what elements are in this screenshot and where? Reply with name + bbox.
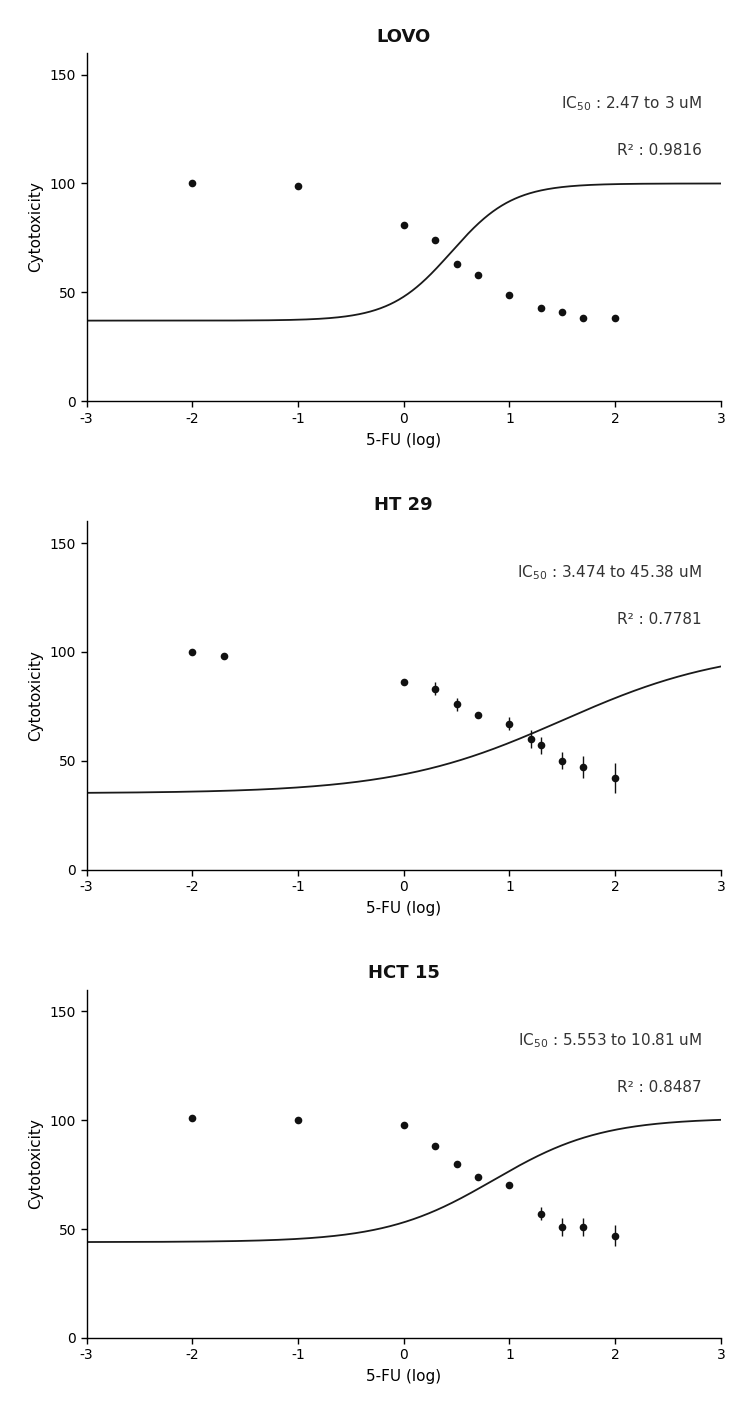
Text: IC$_{50}$ : 2.47 to 3 uM: IC$_{50}$ : 2.47 to 3 uM — [561, 95, 702, 113]
X-axis label: 5-FU (log): 5-FU (log) — [366, 432, 441, 448]
Title: HCT 15: HCT 15 — [367, 964, 440, 983]
Title: LOVO: LOVO — [376, 28, 431, 45]
X-axis label: 5-FU (log): 5-FU (log) — [366, 1370, 441, 1384]
Text: R² : 0.9816: R² : 0.9816 — [617, 144, 702, 158]
Text: IC$_{50}$ : 3.474 to 45.38 uM: IC$_{50}$ : 3.474 to 45.38 uM — [517, 563, 702, 582]
Text: IC$_{50}$ : 5.553 to 10.81 uM: IC$_{50}$ : 5.553 to 10.81 uM — [517, 1031, 702, 1051]
Text: R² : 0.7781: R² : 0.7781 — [617, 611, 702, 627]
Title: HT 29: HT 29 — [374, 496, 433, 514]
Y-axis label: Cytotoxicity: Cytotoxicity — [28, 182, 43, 273]
Y-axis label: Cytotoxicity: Cytotoxicity — [28, 650, 43, 741]
Y-axis label: Cytotoxicity: Cytotoxicity — [28, 1118, 43, 1209]
Text: R² : 0.8487: R² : 0.8487 — [617, 1080, 702, 1096]
X-axis label: 5-FU (log): 5-FU (log) — [366, 901, 441, 916]
